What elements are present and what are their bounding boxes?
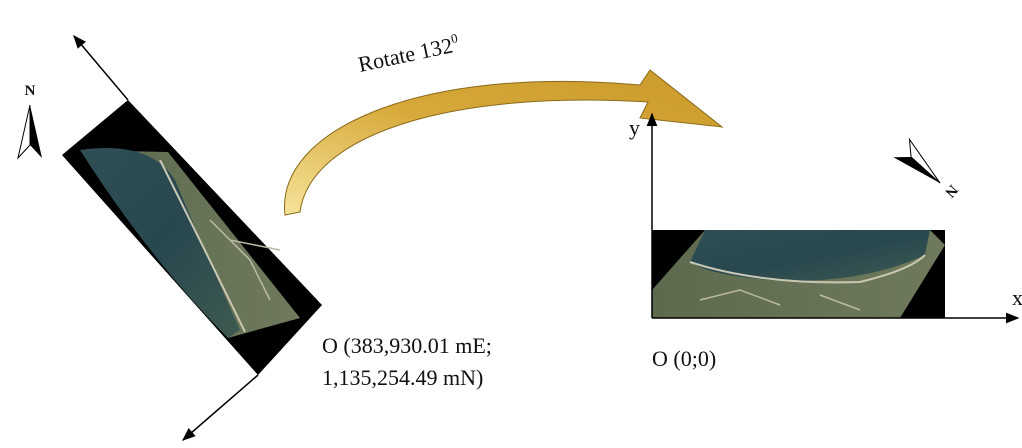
rotate-arrow bbox=[284, 69, 724, 216]
x-axis-label: x bbox=[1012, 285, 1022, 310]
rotate-text: Rotate 132 bbox=[356, 32, 455, 76]
degree-text: 0 bbox=[449, 30, 458, 46]
north-label-left: N bbox=[25, 83, 36, 99]
rotate-label: Rotate 1320 bbox=[356, 30, 462, 77]
north-label-right: N bbox=[941, 181, 960, 200]
left-image bbox=[62, 100, 322, 375]
east-axis-left bbox=[181, 374, 259, 441]
origin-left-line2: 1,135,254.49 mN) bbox=[322, 365, 483, 390]
origin-right: O (0;0) bbox=[652, 346, 716, 371]
right-image bbox=[652, 230, 945, 318]
origin-left-line1: O (383,930.01 mE; bbox=[322, 333, 492, 358]
north-axis-left bbox=[73, 34, 129, 101]
y-axis-label: y bbox=[629, 115, 640, 140]
compass-right bbox=[893, 137, 941, 184]
compass-left bbox=[17, 104, 42, 160]
